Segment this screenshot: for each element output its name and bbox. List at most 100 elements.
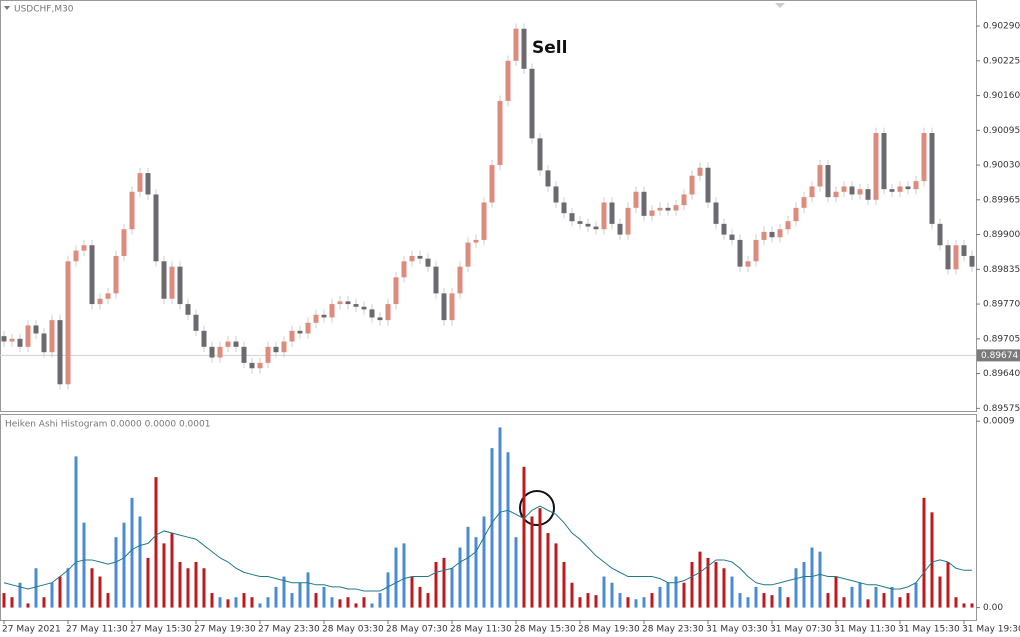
candle-body xyxy=(913,181,919,190)
scroll-marker xyxy=(775,3,785,8)
histogram-bar xyxy=(778,586,782,608)
x-tick-label: 28 May 23:30 xyxy=(642,625,704,635)
histogram-bar xyxy=(226,599,230,608)
candle-body xyxy=(777,229,783,238)
candle-body xyxy=(113,255,119,294)
candle-body xyxy=(321,314,327,318)
candle-body xyxy=(441,293,447,321)
histogram-bar xyxy=(554,543,558,608)
candle-body xyxy=(849,186,855,195)
y-tick-label: 0.89575 xyxy=(983,404,1020,414)
candle-body xyxy=(57,320,63,385)
histogram-bar xyxy=(298,582,302,608)
histogram-bar xyxy=(794,568,798,608)
candle-body xyxy=(33,325,39,334)
x-tick-label: 31 May 19:30 xyxy=(962,625,1020,635)
candle-body xyxy=(9,338,15,342)
histogram-bar xyxy=(442,557,446,608)
candle-body xyxy=(313,314,319,323)
histogram-bar xyxy=(594,595,598,608)
candle-body xyxy=(761,231,767,240)
candle-body xyxy=(393,277,399,305)
candle-body xyxy=(241,346,247,363)
histogram-bar xyxy=(242,593,246,608)
candle-body xyxy=(73,250,79,262)
histogram-bar xyxy=(250,597,254,608)
histogram-bar xyxy=(802,562,806,608)
candle-body xyxy=(161,261,167,299)
candle-body xyxy=(225,341,231,347)
candle-body xyxy=(121,229,127,256)
histogram-bar xyxy=(210,593,214,608)
menu-triangle[interactable] xyxy=(4,6,10,10)
highlight-circle xyxy=(519,490,555,526)
candle-body xyxy=(641,191,647,216)
histogram-bar xyxy=(114,537,118,608)
histogram-bar xyxy=(418,586,422,608)
histogram-bar xyxy=(330,597,334,608)
y-tick-label: 0.89965 xyxy=(983,195,1020,205)
candle-body xyxy=(793,207,799,222)
histogram-bar xyxy=(338,599,342,608)
histogram-bar xyxy=(306,572,310,608)
candle-body xyxy=(585,223,591,227)
histogram-bar xyxy=(754,586,758,608)
histogram-bar xyxy=(842,597,846,608)
candle-body xyxy=(649,210,655,216)
candle-body xyxy=(417,255,423,259)
candle-body xyxy=(209,346,215,358)
histogram-bar xyxy=(402,543,406,608)
histogram-bar xyxy=(170,533,174,608)
histogram-bar xyxy=(2,593,6,608)
histogram-bar xyxy=(610,582,614,608)
candle-body xyxy=(425,258,431,267)
candle-body xyxy=(129,191,135,230)
signal-line xyxy=(3,505,972,592)
candle-body xyxy=(625,207,631,235)
histogram-bar xyxy=(466,526,470,608)
candle-body xyxy=(521,28,527,69)
candle-body xyxy=(273,346,279,353)
histogram-bar xyxy=(474,537,478,608)
candle-body xyxy=(785,221,791,230)
candle-body xyxy=(713,202,719,224)
x-tick-label: 28 May 19:30 xyxy=(578,625,640,635)
histogram-bar xyxy=(106,593,110,608)
histogram-bar xyxy=(434,562,438,608)
histogram-bar xyxy=(698,551,702,608)
candle-body xyxy=(705,167,711,203)
candle-body xyxy=(345,301,351,305)
y-tick-label: 0.00 xyxy=(983,603,1003,613)
histogram-bar xyxy=(826,593,830,608)
candle-body xyxy=(833,191,839,198)
candle-body xyxy=(857,189,863,195)
candle-body xyxy=(49,320,55,353)
candle-body xyxy=(361,306,367,310)
candle-body xyxy=(513,28,519,61)
histogram-bar xyxy=(346,597,350,608)
histogram-bar xyxy=(90,568,94,608)
candle-body xyxy=(689,175,695,195)
candle-body xyxy=(945,245,951,270)
candle-body xyxy=(449,293,455,321)
histogram-bar xyxy=(426,593,430,608)
candle-body xyxy=(929,132,935,224)
candle-body xyxy=(265,346,271,363)
candle-body xyxy=(305,322,311,334)
histogram-bar xyxy=(762,593,766,608)
candle-body xyxy=(97,298,103,305)
x-tick-label: 27 May 23:30 xyxy=(258,625,320,635)
histogram-bar xyxy=(482,516,486,608)
candle-body xyxy=(177,266,183,305)
candle-body xyxy=(921,132,927,182)
histogram-bar xyxy=(26,603,30,608)
candle-body xyxy=(553,186,559,203)
histogram-bar xyxy=(938,576,942,608)
histogram-bar xyxy=(322,586,326,608)
histogram-bar xyxy=(810,547,814,608)
candle-body xyxy=(697,167,703,176)
candle-body xyxy=(961,245,967,256)
histogram-bar xyxy=(50,582,54,608)
candle-body xyxy=(601,202,607,230)
